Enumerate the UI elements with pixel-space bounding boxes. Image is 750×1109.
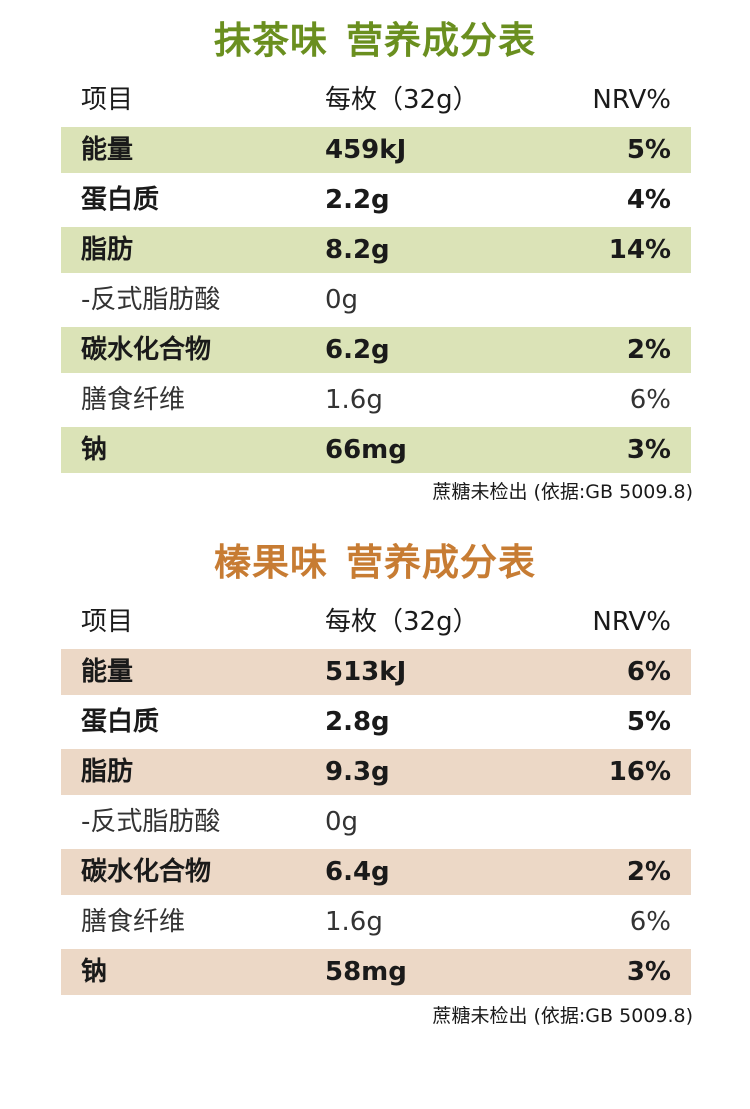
row-label: 蛋白质 (81, 185, 160, 215)
row-nrv: 5% (626, 707, 671, 737)
row-value: 513kJ (325, 657, 407, 687)
row-label: 膳食纤维 (81, 907, 186, 937)
row-nrv: 4% (626, 185, 671, 215)
header-nrv: NRV% (592, 607, 671, 637)
header-per-piece: 每枚（32g） (325, 607, 479, 637)
row-label: 能量 (81, 657, 134, 687)
row-label: 碳水化合物 (81, 857, 212, 887)
row-label: -反式脂肪酸 (81, 807, 221, 837)
row-nrv: 2% (626, 335, 671, 365)
row-value: 1.6g (325, 385, 383, 415)
table-row-carbohydrate: 碳水化合物 6.4g 2% (61, 849, 691, 895)
row-nrv: 16% (608, 757, 671, 787)
table-row-energy: 能量 513kJ 6% (61, 649, 691, 695)
table-header-row: 项目 每枚（32g） NRV% (61, 77, 691, 123)
row-value: 66mg (325, 435, 407, 465)
table-row-trans-fat: -反式脂肪酸 0g (61, 799, 691, 845)
row-nrv: 2% (626, 857, 671, 887)
matcha-title: 抹茶味 营养成分表 (0, 17, 750, 65)
table-row-sodium: 钠 58mg 3% (61, 949, 691, 995)
hazelnut-footnote: 蔗糖未检出 (依据:GB 5009.8) (432, 1005, 693, 1027)
table-row-fat: 脂肪 9.3g 16% (61, 749, 691, 795)
row-label: 钠 (81, 957, 108, 987)
matcha-footnote: 蔗糖未检出 (依据:GB 5009.8) (432, 481, 693, 503)
hazelnut-title-flavor: 榛果味 (214, 541, 328, 584)
row-nrv: 5% (626, 135, 671, 165)
row-nrv: 3% (626, 957, 671, 987)
hazelnut-title: 榛果味 营养成分表 (0, 539, 750, 587)
table-row-dietary-fiber: 膳食纤维 1.6g 6% (61, 377, 691, 423)
hazelnut-nutrition-table: 项目 每枚（32g） NRV% 能量 513kJ 6% 蛋白质 2.8g 5% … (61, 599, 691, 999)
table-row-carbohydrate: 碳水化合物 6.2g 2% (61, 327, 691, 373)
table-row-dietary-fiber: 膳食纤维 1.6g 6% (61, 899, 691, 945)
row-nrv: 6% (629, 907, 671, 937)
row-value: 0g (325, 807, 359, 837)
header-per-piece: 每枚（32g） (325, 85, 479, 115)
row-value: 2.8g (325, 707, 390, 737)
row-value: 58mg (325, 957, 407, 987)
row-label: 脂肪 (81, 235, 134, 265)
row-label: 蛋白质 (81, 707, 160, 737)
matcha-title-label: 营养成分表 (346, 19, 536, 62)
row-nrv: 6% (626, 657, 671, 687)
row-value: 9.3g (325, 757, 390, 787)
row-value: 459kJ (325, 135, 407, 165)
header-nrv: NRV% (592, 85, 671, 115)
table-row-sodium: 钠 66mg 3% (61, 427, 691, 473)
row-label: 能量 (81, 135, 134, 165)
table-row-energy: 能量 459kJ 5% (61, 127, 691, 173)
row-value: 6.2g (325, 335, 390, 365)
row-value: 6.4g (325, 857, 390, 887)
table-row-protein: 蛋白质 2.8g 5% (61, 699, 691, 745)
row-label: 钠 (81, 435, 108, 465)
row-label: 脂肪 (81, 757, 134, 787)
table-row-fat: 脂肪 8.2g 14% (61, 227, 691, 273)
table-row-trans-fat: -反式脂肪酸 0g (61, 277, 691, 323)
header-item: 项目 (81, 607, 134, 637)
hazelnut-title-label: 营养成分表 (346, 541, 536, 584)
row-value: 2.2g (325, 185, 390, 215)
row-value: 8.2g (325, 235, 390, 265)
header-item: 项目 (81, 85, 134, 115)
row-label: 碳水化合物 (81, 335, 212, 365)
row-nrv: 6% (629, 385, 671, 415)
row-label: 膳食纤维 (81, 385, 186, 415)
row-value: 0g (325, 285, 359, 315)
row-nrv: 3% (626, 435, 671, 465)
table-row-protein: 蛋白质 2.2g 4% (61, 177, 691, 223)
table-header-row: 项目 每枚（32g） NRV% (61, 599, 691, 645)
row-label: -反式脂肪酸 (81, 285, 221, 315)
row-nrv: 14% (608, 235, 671, 265)
matcha-title-flavor: 抹茶味 (214, 19, 328, 62)
matcha-nutrition-table: 项目 每枚（32g） NRV% 能量 459kJ 5% 蛋白质 2.2g 4% … (61, 77, 691, 477)
row-value: 1.6g (325, 907, 383, 937)
